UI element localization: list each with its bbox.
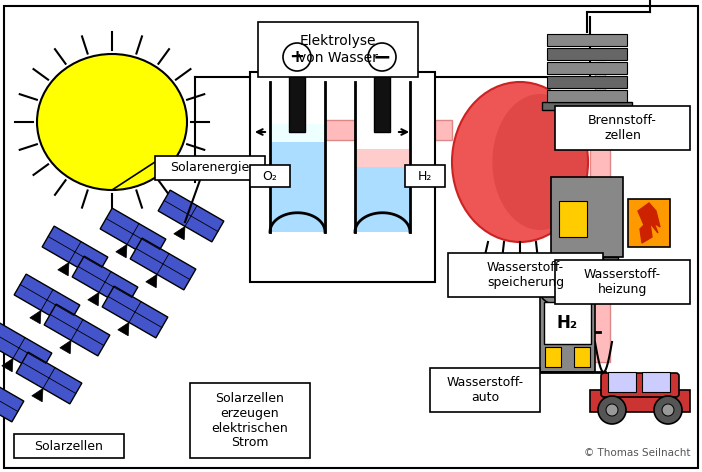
Ellipse shape — [492, 94, 588, 230]
Bar — [588, 120, 590, 140]
Circle shape — [662, 404, 674, 416]
Polygon shape — [42, 226, 108, 278]
Text: Solarzellen: Solarzellen — [34, 439, 103, 453]
Circle shape — [283, 43, 311, 71]
Bar — [547, 48, 627, 60]
Bar — [555, 260, 690, 304]
Bar — [642, 372, 670, 392]
Circle shape — [598, 396, 626, 424]
Bar — [547, 110, 610, 130]
Bar — [250, 165, 290, 187]
Bar — [14, 434, 124, 458]
Bar — [377, 61, 387, 76]
Text: H₂: H₂ — [557, 314, 578, 332]
Bar — [551, 209, 610, 227]
Bar — [542, 102, 632, 110]
Bar — [294, 42, 300, 72]
Polygon shape — [58, 262, 69, 276]
Polygon shape — [100, 208, 166, 260]
Text: Wasserstoff-
speicherung: Wasserstoff- speicherung — [487, 261, 564, 289]
Bar — [374, 72, 390, 132]
Bar — [547, 90, 627, 102]
Circle shape — [606, 404, 618, 416]
Polygon shape — [270, 142, 325, 232]
Bar — [405, 165, 445, 187]
Circle shape — [654, 396, 682, 424]
Polygon shape — [158, 190, 224, 242]
Bar — [555, 106, 690, 150]
Bar — [608, 372, 636, 392]
Polygon shape — [146, 274, 157, 288]
Text: © Thomas Seilnacht: © Thomas Seilnacht — [583, 448, 690, 458]
Text: Elektrolyse
von Wasser: Elektrolyse von Wasser — [298, 34, 378, 65]
Bar — [595, 62, 605, 110]
Polygon shape — [355, 167, 410, 232]
Bar — [556, 257, 571, 265]
Bar — [574, 347, 590, 367]
FancyBboxPatch shape — [601, 373, 679, 397]
Polygon shape — [29, 311, 41, 324]
Polygon shape — [60, 340, 71, 354]
Ellipse shape — [452, 82, 588, 242]
Bar — [603, 257, 618, 265]
Polygon shape — [32, 388, 43, 402]
Bar — [551, 177, 623, 257]
Polygon shape — [116, 244, 127, 258]
Polygon shape — [14, 274, 80, 326]
Polygon shape — [638, 203, 660, 243]
Bar — [289, 72, 305, 132]
Polygon shape — [16, 352, 82, 404]
Ellipse shape — [37, 54, 187, 190]
Bar — [258, 22, 418, 77]
Bar — [547, 76, 627, 88]
Polygon shape — [0, 370, 24, 422]
Bar — [430, 368, 540, 412]
Text: Wasserstoff-
auto: Wasserstoff- auto — [446, 376, 524, 404]
Bar — [325, 120, 355, 140]
Text: H₂: H₂ — [418, 169, 432, 183]
Bar — [545, 347, 561, 367]
Polygon shape — [174, 227, 185, 240]
Bar — [590, 390, 690, 412]
Text: Wasserstoff-
heizung: Wasserstoff- heizung — [584, 268, 661, 296]
Text: O₂: O₂ — [263, 169, 277, 183]
Bar — [356, 149, 409, 167]
Bar — [547, 62, 627, 74]
Text: −: − — [373, 47, 391, 67]
Bar — [155, 156, 265, 180]
Bar — [544, 302, 591, 344]
Text: Solarzellen
erzeugen
elektrischen
Strom: Solarzellen erzeugen elektrischen Strom — [211, 391, 289, 449]
Polygon shape — [2, 358, 13, 372]
Bar — [292, 61, 302, 76]
Ellipse shape — [540, 277, 595, 307]
Bar — [540, 292, 595, 372]
Bar — [379, 42, 385, 72]
Polygon shape — [72, 256, 138, 308]
Bar — [547, 34, 627, 46]
Polygon shape — [130, 238, 196, 290]
Text: +: + — [289, 48, 305, 66]
Bar — [271, 124, 324, 142]
Polygon shape — [118, 322, 129, 336]
Circle shape — [368, 43, 396, 71]
Bar — [628, 199, 670, 247]
Bar — [435, 120, 452, 140]
Text: Brennstoff-
zellen: Brennstoff- zellen — [588, 114, 657, 142]
Polygon shape — [102, 286, 168, 338]
Polygon shape — [0, 322, 52, 374]
Bar — [250, 72, 435, 282]
Bar — [590, 102, 610, 362]
Bar — [559, 201, 587, 237]
Text: Solarenergie: Solarenergie — [171, 161, 250, 175]
Bar — [448, 253, 603, 297]
Bar — [190, 383, 310, 458]
Polygon shape — [88, 292, 99, 306]
Polygon shape — [44, 304, 110, 356]
